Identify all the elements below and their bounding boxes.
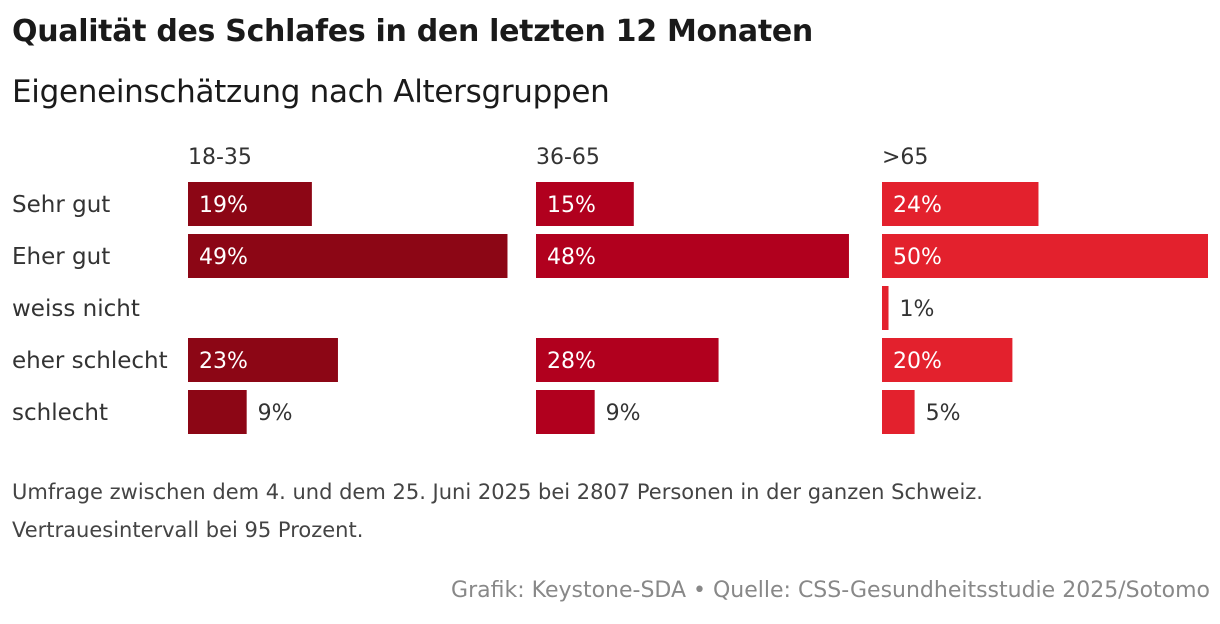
data-label: 20%: [893, 349, 942, 374]
bar: [188, 390, 247, 434]
bar: [188, 182, 312, 226]
bar: [882, 182, 1039, 226]
data-label: 9%: [258, 401, 293, 426]
bar: [536, 390, 595, 434]
chart-title: Qualität des Schlafes in den letzten 12 …: [12, 14, 813, 49]
panel-header: 36-65: [536, 145, 600, 170]
data-label: 23%: [199, 349, 248, 374]
row-label: weiss nicht: [12, 296, 140, 322]
data-label: 48%: [547, 245, 596, 270]
data-label: 19%: [199, 193, 248, 218]
panel-header: >65: [882, 145, 928, 170]
confidence-note: Vertrauesintervall bei 95 Prozent.: [12, 518, 364, 542]
data-label: 15%: [547, 193, 596, 218]
panel-header: 18-35: [188, 145, 252, 170]
bar: [188, 338, 338, 382]
source-credit: Grafik: Keystone-SDA • Quelle: CSS-Gesun…: [451, 578, 1210, 603]
bar: [882, 390, 915, 434]
data-label: 49%: [199, 245, 248, 270]
bar: [882, 286, 889, 330]
data-label: 1%: [900, 297, 935, 322]
data-label: 28%: [547, 349, 596, 374]
bar: [536, 234, 849, 278]
survey-note: Umfrage zwischen dem 4. und dem 25. Juni…: [12, 480, 983, 504]
data-label: 5%: [926, 401, 961, 426]
bar: [882, 338, 1013, 382]
bar: [536, 182, 634, 226]
bar: [882, 234, 1208, 278]
row-label: eher schlecht: [12, 348, 168, 374]
data-label: 24%: [893, 193, 942, 218]
row-label: Eher gut: [12, 244, 110, 270]
data-label: 50%: [893, 245, 942, 270]
row-label: Sehr gut: [12, 192, 110, 218]
bar-chart: Sehr gut Eher gut weiss nicht eher schlecht…: [12, 145, 1208, 434]
row-label: schlecht: [12, 400, 108, 426]
data-label: 9%: [606, 401, 641, 426]
bar: [188, 234, 508, 278]
bar: [536, 338, 719, 382]
chart-subtitle: Eigeneinschätzung nach Altersgruppen: [12, 74, 610, 110]
